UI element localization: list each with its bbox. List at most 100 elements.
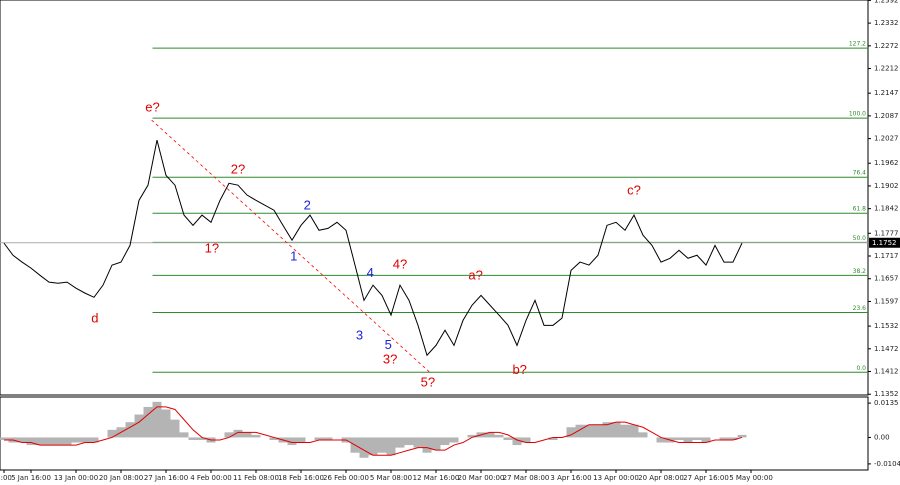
- oscillator-bar: [161, 409, 171, 438]
- oscillator-bar: [314, 437, 324, 440]
- wave-label: 2?: [231, 161, 245, 176]
- y-tick-label: 1.1777: [874, 229, 899, 237]
- fib-label: 127.2: [849, 41, 866, 48]
- oscillator-bar: [53, 437, 63, 446]
- oscillator-bar: [413, 437, 423, 448]
- oscillator-bar: [89, 437, 99, 443]
- oscillator-bar: [638, 432, 648, 438]
- x-tick-label: 12 Mar 16:00: [413, 474, 460, 482]
- wave-label: 3: [356, 328, 363, 343]
- oscillator-bar: [233, 429, 243, 438]
- oscillator-bar: [584, 424, 594, 438]
- current-price-label: 1.1752: [872, 239, 897, 247]
- oscillator-bar: [251, 434, 261, 438]
- x-tick-label: 13 Jan 00:00: [54, 474, 98, 482]
- oscillator-bar: [431, 437, 441, 451]
- wave-label: 4?: [393, 257, 407, 272]
- oscillator-bar: [575, 424, 585, 438]
- y-tick-label: 1.2087: [874, 112, 899, 120]
- oscillator-bar: [593, 424, 603, 438]
- price-line: [3, 140, 743, 357]
- oscillator-bar: [467, 434, 477, 438]
- x-tick-label: 20 Mar 00:00: [458, 474, 505, 482]
- osc-tick-label: 0.0135: [874, 399, 899, 407]
- x-tick-label: 3 Apr 16:00: [550, 474, 591, 482]
- y-tick-label: 1.2147: [874, 89, 899, 97]
- oscillator-bar: [404, 437, 414, 446]
- fib-label: 0.0: [856, 365, 866, 372]
- wave-label: 1?: [205, 241, 219, 256]
- fib-label: 50.0: [853, 235, 867, 242]
- oscillator-bar: [656, 437, 666, 443]
- oscillator-bar: [125, 422, 135, 438]
- oscillator-bar: [323, 437, 333, 440]
- fib-label: 76.4: [853, 170, 867, 177]
- y-tick-label: 1.1352: [874, 390, 899, 398]
- fib-label: 61.8: [853, 206, 867, 213]
- oscillator-bar: [674, 437, 684, 440]
- trendline: [151, 119, 430, 373]
- oscillator-bar: [449, 437, 459, 443]
- fib-label: 100.0: [849, 111, 866, 118]
- osc-tick-label: 0.00: [874, 433, 890, 441]
- oscillator-bar: [395, 437, 405, 448]
- x-tick-label: 20 Apr 08:00: [638, 474, 684, 482]
- y-tick-label: 1.1902: [874, 182, 899, 190]
- wave-label: 5: [385, 337, 392, 352]
- x-tick-label: 26 Feb 00:00: [323, 474, 369, 482]
- oscillator-bar: [602, 422, 612, 438]
- oscillator-bar: [503, 437, 513, 440]
- x-tick-label: 4 Feb 00:00: [190, 474, 231, 482]
- y-tick-label: 1.1472: [874, 345, 899, 353]
- fib-label: 38.2: [853, 268, 867, 275]
- x-tick-label: 20 Jan 08:00: [99, 474, 143, 482]
- wave-label: a?: [468, 268, 482, 283]
- osc-tick-label: -0.0104: [874, 460, 900, 468]
- y-tick-label: 1.1597: [874, 297, 899, 305]
- x-tick-label: 5 May 00:00: [729, 474, 773, 482]
- y-tick-label: 1.1657: [874, 275, 899, 283]
- wave-label: 2: [304, 197, 311, 212]
- oscillator-bar: [494, 434, 504, 438]
- oscillator-bar: [224, 432, 234, 438]
- signal-line: [4, 406, 743, 456]
- x-tick-label: 27 Mar 08:00: [503, 474, 550, 482]
- oscillator-bar: [683, 437, 693, 443]
- wave-label: c?: [627, 183, 641, 198]
- y-tick-label: 1.1962: [874, 159, 899, 167]
- oscillator-bar: [197, 437, 207, 440]
- oscillator-bar: [566, 427, 576, 438]
- oscillator-bar: [422, 437, 432, 453]
- y-tick-label: 1.1412: [874, 368, 899, 376]
- oscillator-bar: [269, 437, 279, 440]
- oscillator-bar: [80, 437, 90, 443]
- oscillator-bar: [377, 437, 387, 453]
- oscillator-bar: [629, 424, 639, 438]
- oscillator-bar: [368, 437, 378, 456]
- oscillator-bar: [170, 419, 180, 438]
- oscillator-bar: [296, 437, 306, 443]
- y-tick-label: 1.2272: [874, 42, 899, 50]
- x-tick-label: 27 Apr 16:00: [683, 474, 729, 482]
- y-tick-label: 1.1842: [874, 205, 899, 213]
- oscillator-bar: [62, 437, 72, 446]
- wave-label: d: [91, 311, 98, 326]
- oscillator-bar: [26, 437, 36, 446]
- y-tick-label: 1.1717: [874, 252, 899, 260]
- wave-label: e?: [145, 99, 159, 114]
- oscillator-bar: [17, 437, 27, 443]
- oscillator-bar: [35, 437, 45, 446]
- oscillator-bar: [701, 437, 711, 443]
- oscillator-bar: [692, 437, 702, 440]
- oscillator-bar: [107, 429, 117, 438]
- oscillator-bar: [143, 406, 153, 438]
- current-price-box: [869, 237, 900, 248]
- oscillator-bar: [386, 437, 396, 456]
- x-tick-label: 18 Feb 16:00: [278, 474, 324, 482]
- fib-label: 23.6: [853, 305, 867, 312]
- oscillator-bar: [179, 432, 189, 438]
- oscillator-bar: [152, 401, 162, 438]
- oscillator-bar: [485, 432, 495, 438]
